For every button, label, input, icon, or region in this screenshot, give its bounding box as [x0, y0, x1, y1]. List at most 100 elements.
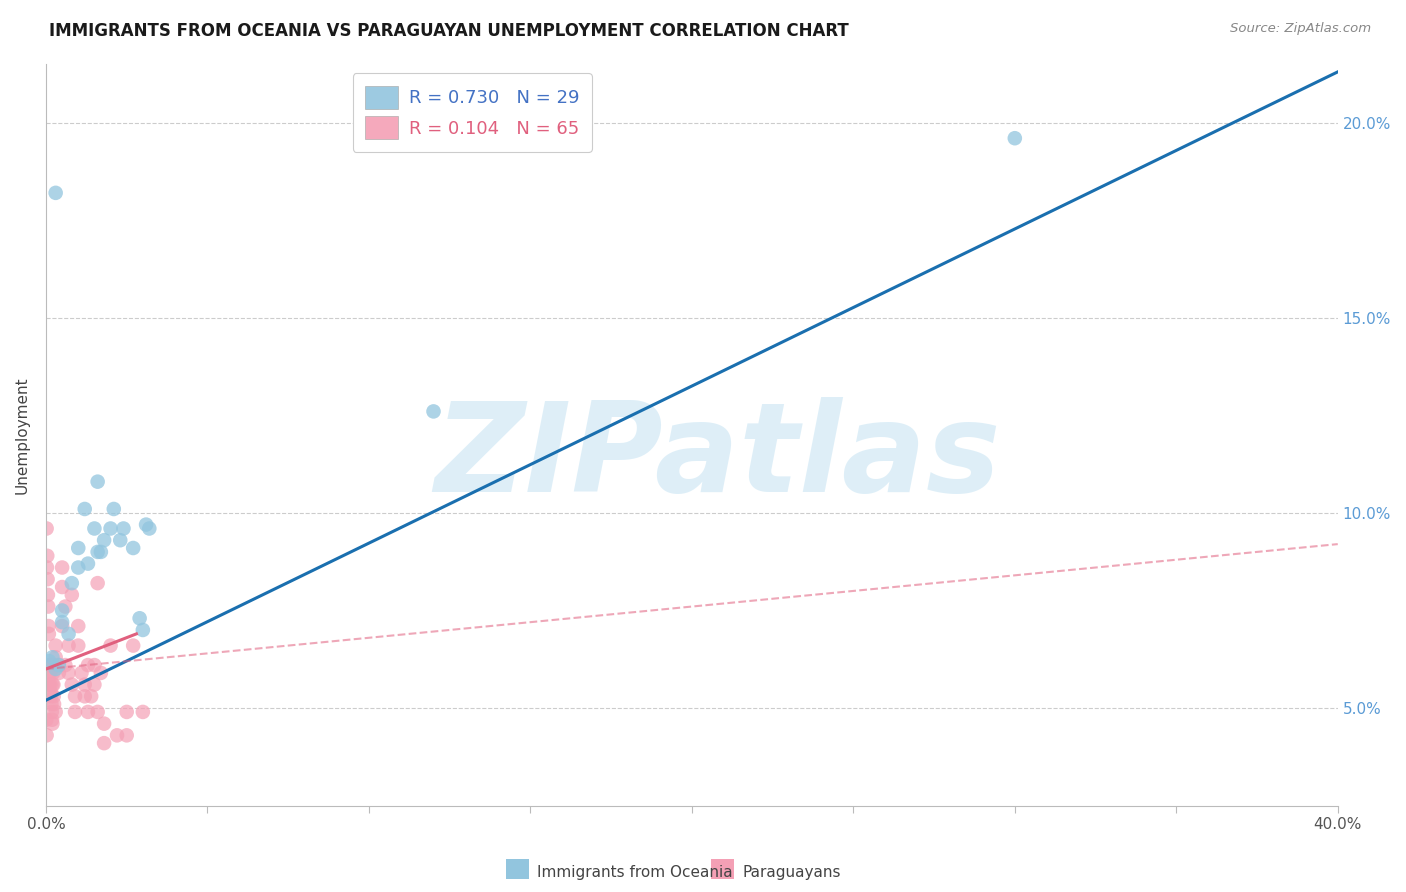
Point: [86, 545, 108, 559]
Y-axis label: Unemployment: Unemployment: [15, 376, 30, 493]
Point: [41, 677, 63, 691]
Point: [58, 627, 80, 641]
Point: [90, 545, 112, 559]
Point: [39, 677, 62, 691]
Point: [112, 521, 135, 535]
Point: [93, 716, 115, 731]
Point: [51, 560, 73, 574]
Point: [122, 639, 145, 653]
Point: [38, 658, 60, 673]
Point: [77, 557, 100, 571]
Point: [42, 690, 65, 704]
Point: [39, 690, 62, 704]
Text: Immigrants from Oceania: Immigrants from Oceania: [537, 865, 733, 880]
Point: [67, 619, 90, 633]
Point: [42, 677, 65, 691]
Point: [73, 677, 96, 691]
Point: [60, 677, 83, 691]
Point: [138, 521, 160, 535]
Point: [38, 619, 60, 633]
Point: [37, 549, 59, 563]
Legend: R = 0.730   N = 29, R = 0.104   N = 65: R = 0.730 N = 29, R = 0.104 N = 65: [353, 73, 592, 152]
Point: [41, 705, 63, 719]
Point: [35, 560, 58, 574]
Point: [67, 639, 90, 653]
Point: [38, 677, 60, 691]
Point: [1004, 131, 1026, 145]
Point: [42, 697, 65, 711]
Point: [93, 736, 115, 750]
Text: IMMIGRANTS FROM OCEANIA VS PARAGUAYAN UNEMPLOYMENT CORRELATION CHART: IMMIGRANTS FROM OCEANIA VS PARAGUAYAN UN…: [49, 22, 849, 40]
Point: [38, 627, 60, 641]
Point: [37, 599, 59, 614]
Point: [103, 502, 125, 516]
Point: [58, 665, 80, 680]
Text: ZIPatlas: ZIPatlas: [434, 397, 1001, 517]
Point: [70, 665, 93, 680]
Point: [100, 521, 122, 535]
Point: [132, 705, 155, 719]
Point: [45, 662, 67, 676]
Point: [39, 665, 62, 680]
Point: [51, 615, 73, 629]
Point: [115, 728, 138, 742]
Point: [51, 619, 73, 633]
Point: [45, 639, 67, 653]
Point: [41, 650, 63, 665]
Point: [90, 665, 112, 680]
Point: [67, 541, 90, 555]
Point: [60, 588, 83, 602]
Point: [80, 690, 103, 704]
Point: [38, 654, 60, 668]
Point: [35, 713, 58, 727]
Point: [37, 572, 59, 586]
Point: [86, 705, 108, 719]
Point: [128, 611, 150, 625]
Point: [35, 521, 58, 535]
Point: [42, 665, 65, 680]
Point: [48, 658, 70, 673]
Point: [37, 588, 59, 602]
Point: [41, 716, 63, 731]
Point: [83, 521, 105, 535]
Point: [45, 705, 67, 719]
Text: Source: ZipAtlas.com: Source: ZipAtlas.com: [1230, 22, 1371, 36]
Point: [105, 728, 128, 742]
Point: [42, 658, 65, 673]
Point: [132, 623, 155, 637]
Point: [35, 728, 58, 742]
Point: [53, 658, 76, 673]
Point: [422, 404, 444, 418]
Point: [45, 186, 67, 200]
Point: [77, 658, 100, 673]
Point: [60, 576, 83, 591]
Point: [53, 599, 76, 614]
Point: [39, 685, 62, 699]
Point: [73, 502, 96, 516]
Point: [63, 705, 86, 719]
Point: [45, 650, 67, 665]
Point: [86, 475, 108, 489]
Point: [51, 580, 73, 594]
Point: [115, 705, 138, 719]
Point: [83, 677, 105, 691]
Point: [135, 517, 157, 532]
Point: [63, 690, 86, 704]
Point: [41, 697, 63, 711]
Point: [67, 560, 90, 574]
Point: [51, 603, 73, 617]
Point: [77, 705, 100, 719]
Point: [110, 533, 132, 548]
Point: [100, 639, 122, 653]
Point: [58, 639, 80, 653]
Text: Paraguayans: Paraguayans: [742, 865, 841, 880]
Point: [38, 665, 60, 680]
Point: [122, 541, 145, 555]
Point: [93, 533, 115, 548]
Point: [38, 658, 60, 673]
Point: [86, 576, 108, 591]
Point: [48, 665, 70, 680]
Point: [73, 690, 96, 704]
Point: [83, 658, 105, 673]
Point: [41, 713, 63, 727]
